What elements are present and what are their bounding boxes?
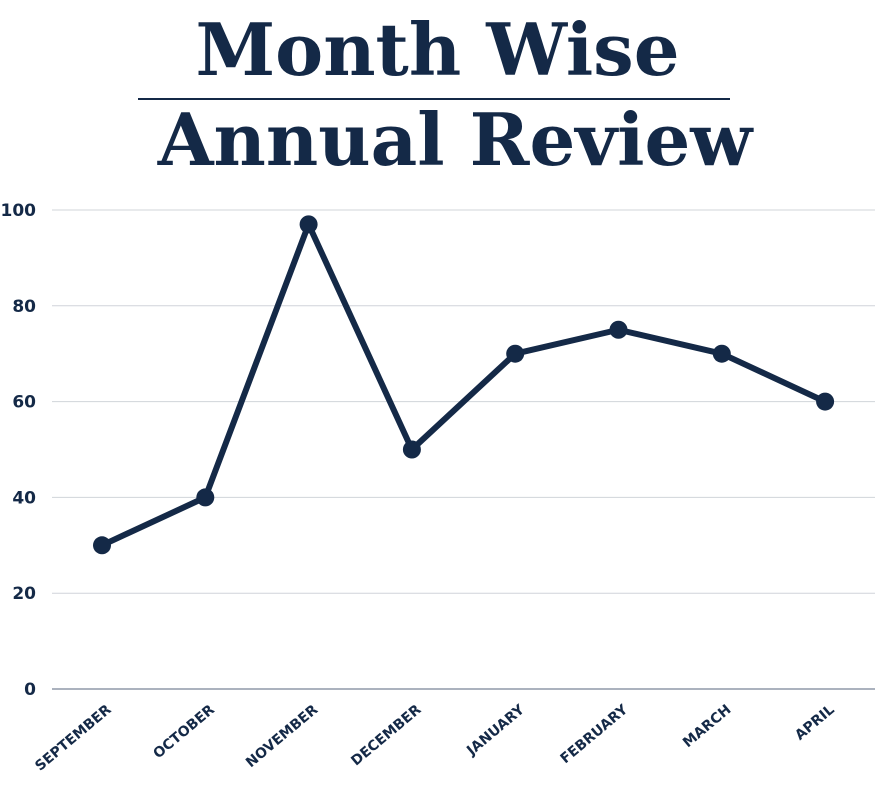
data-point-october (196, 488, 215, 507)
data-point-march (712, 344, 731, 363)
data-point-december (402, 440, 421, 459)
x-tick-label: DECEMBER (348, 702, 424, 770)
y-tick-label: 60 (12, 393, 36, 413)
y-tick-label: 40 (12, 488, 36, 508)
x-tick-label: NOVEMBER (243, 702, 321, 771)
data-point-january (506, 344, 525, 363)
series-line (99, 221, 829, 549)
y-tick-label: 80 (12, 297, 36, 317)
title-divider (138, 98, 730, 100)
x-tick-label: MARCH (680, 702, 734, 751)
x-tick-label: JANUARY (463, 701, 528, 759)
x-tick-label: APRIL (792, 702, 838, 744)
chart-title: Month Wise Annual Review (0, 0, 875, 182)
x-tick-label: SEPTEMBER (32, 702, 114, 775)
chart-title-line-1: Month Wise (195, 7, 680, 92)
y-tick-label: 20 (12, 584, 36, 604)
x-tick-label: FEBRUARY (558, 701, 632, 767)
chart-title-line-2: Annual Review (157, 97, 753, 182)
data-point-november (299, 215, 318, 234)
data-point-september (93, 536, 111, 555)
y-tick-label: 100 (1, 201, 37, 221)
data-point-february (609, 320, 628, 339)
y-tick-label: 0 (24, 680, 36, 700)
data-point-april (816, 392, 835, 411)
x-tick-label: OCTOBER (150, 702, 218, 762)
